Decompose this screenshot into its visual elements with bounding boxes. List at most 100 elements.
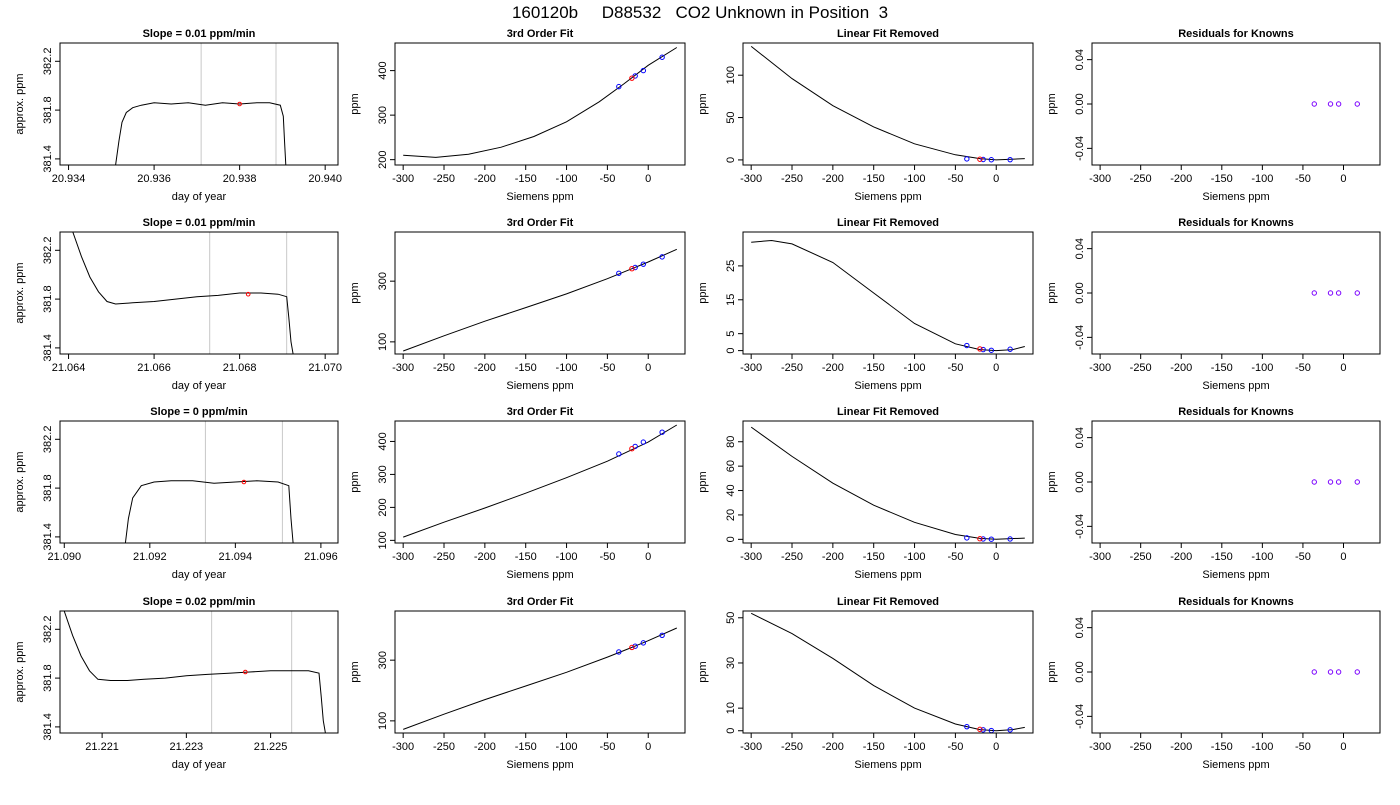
y-tick-label: 15 [725,294,737,306]
y-tick-label: 400 [377,432,389,450]
x-tick-label: -200 [1170,741,1192,753]
unknown-point [629,445,635,452]
x-tick-label: -150 [515,741,537,753]
known-point [616,83,622,90]
x-tick-label: -200 [1170,173,1192,185]
x-tick-label: -300 [740,741,762,753]
known-point [980,346,986,353]
plot-frame [394,610,686,734]
panel-title: 3rd Order Fit [507,28,574,40]
x-tick-label: -200 [474,362,496,374]
unknown-point [629,644,635,651]
y-tick-label: 382.2 [42,616,54,644]
y-axis-label: approx. ppm [14,641,26,702]
x-tick-label: -100 [904,362,926,374]
x-axis-label: Siemens ppm [1202,191,1269,203]
x-tick-label: 21.090 [47,551,81,563]
y-axis-label: ppm [1046,282,1058,303]
known-point [988,157,995,163]
y-tick-label: 381.4 [42,334,54,362]
x-axis-label: Siemens ppm [506,569,573,581]
y-tick-label: 5 [725,331,737,337]
unknown-mean-point [245,291,251,297]
x-tick-label: 21.066 [137,362,171,374]
residual-point [1311,669,1317,675]
x-tick-label: 20.940 [308,173,342,185]
panel-12: Residuals for Knowns -300 -250 -200 -150 -100… [1046,406,1381,581]
x-tick-label: 0 [993,362,999,374]
plot-frame [394,420,686,544]
x-tick-label: -300 [392,551,414,563]
x-tick-label: -100 [556,741,578,753]
plot-frame [742,42,1034,166]
y-tick-label: 381.4 [42,145,54,173]
series-line [403,627,678,730]
x-axis-label: day of year [172,569,227,581]
series-line [115,102,287,165]
known-point [988,347,995,353]
residual-point [1311,101,1317,107]
y-tick-label: 381.4 [42,523,54,551]
y-tick-label: 200 [377,150,389,168]
x-axis-label: Siemens ppm [1202,380,1269,392]
x-tick-label: 20.934 [52,173,86,185]
y-axis-label: ppm [1046,93,1058,114]
y-tick-label: 300 [377,272,389,290]
y-tick-label: 381.8 [42,285,54,313]
x-tick-label: -300 [392,173,414,185]
x-tick-label: -150 [1211,362,1233,374]
known-point [640,67,647,74]
unknown-point [629,75,635,81]
x-axis-label: Siemens ppm [854,569,921,581]
unknown-mean-point [237,101,242,107]
residual-point [1327,669,1334,675]
x-axis-label: Siemens ppm [506,380,573,392]
x-tick-label: -150 [1211,741,1233,753]
known-point [640,439,647,445]
series-line [403,424,678,538]
x-tick-label: -200 [474,173,496,185]
known-point [1007,727,1013,733]
x-axis-label: Siemens ppm [854,380,921,392]
y-tick-label: 0.04 [1074,427,1086,448]
y-axis-label: ppm [349,93,361,114]
known-point [1007,346,1013,352]
x-axis-label: day of year [172,759,227,771]
known-point [980,536,986,542]
x-tick-label: -250 [1130,741,1152,753]
x-tick-label: 0 [645,173,651,185]
y-tick-label: -0.04 [1074,325,1086,350]
x-tick-label: -150 [515,551,537,563]
panel-title: Residuals for Knowns [1178,596,1294,608]
x-tick-label: -50 [599,173,615,185]
x-tick-label: -50 [947,362,963,374]
x-tick-label: 21.092 [133,551,167,563]
x-tick-label: 21.068 [223,362,257,374]
x-tick-label: -300 [740,362,762,374]
x-axis-label: Siemens ppm [506,759,573,771]
series-line [124,480,294,543]
y-tick-label: 0.00 [1074,661,1086,682]
x-tick-label: 20.936 [137,173,171,185]
panel-title: Linear Fit Removed [837,596,939,608]
y-axis-label: ppm [697,471,709,492]
x-tick-label: -300 [740,173,762,185]
x-axis-label: Siemens ppm [506,191,573,203]
known-point [988,536,995,542]
known-point [632,643,638,649]
known-point [1007,156,1013,163]
x-tick-label: 0 [993,173,999,185]
x-tick-label: -100 [556,173,578,185]
x-tick-label: -300 [1089,551,1111,563]
residual-point [1327,290,1334,296]
y-tick-label: 20 [725,509,737,521]
x-tick-label: -300 [1089,362,1111,374]
series-line [750,612,1025,732]
x-tick-label: -50 [947,551,963,563]
panel-title: Slope = 0.01 ppm/min [143,217,256,229]
y-tick-label: 0.04 [1074,49,1086,70]
x-tick-label: 0 [645,551,651,563]
known-point [964,723,970,730]
x-tick-label: -300 [740,551,762,563]
